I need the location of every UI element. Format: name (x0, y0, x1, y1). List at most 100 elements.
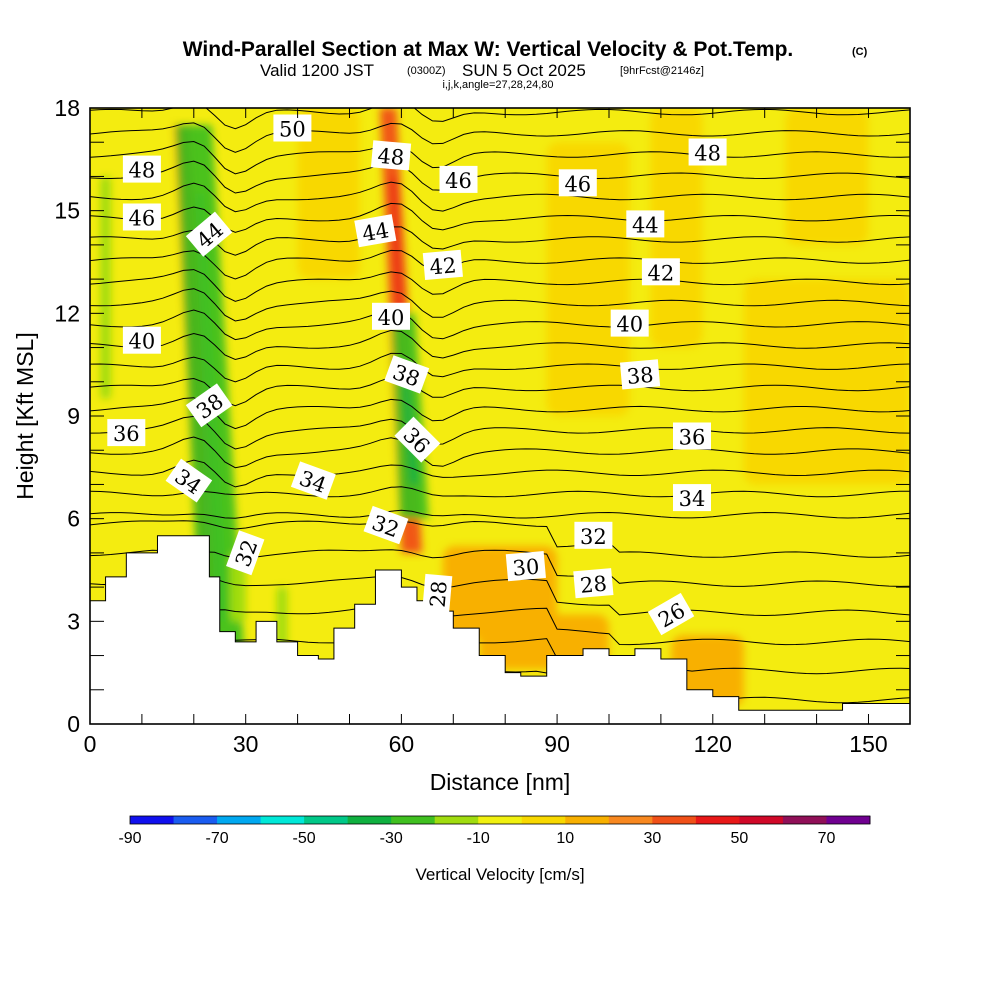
theta-contour-44 (90, 249, 910, 280)
contour-label-text: 48 (377, 144, 406, 170)
contour-label-text: 48 (129, 159, 156, 183)
contour-label-28: 28 (422, 573, 453, 615)
subtitle-forecast: [9hrFcst@2146z] (620, 65, 704, 77)
colorbar-swatch (739, 816, 784, 824)
contour-label-text: 46 (564, 172, 591, 196)
theta-contour-42 (90, 288, 910, 322)
theta-contour-49 (90, 140, 910, 175)
theta-contour-41 (90, 309, 910, 341)
theta-contour-35 (90, 436, 910, 469)
contour-label-42: 42 (641, 258, 680, 286)
subtitle-utc: (0300Z) (407, 65, 446, 77)
contour-label-box (372, 302, 410, 330)
contour-label-text: 42 (648, 261, 675, 285)
contour-label-48: 48 (370, 140, 412, 171)
contour-label-text: 46 (445, 169, 472, 193)
contour-label-48: 48 (688, 138, 727, 166)
colorbar-swatch (652, 816, 697, 824)
contour-label-36: 36 (673, 422, 711, 450)
colorbar-tick-label: -90 (118, 830, 141, 847)
colorbar-tick-label: 70 (818, 830, 836, 847)
y-tick-label: 6 (67, 506, 80, 532)
weak-updraft-patch (297, 108, 360, 280)
indices-label: i,j,k,angle=27,28,24,80 (442, 79, 553, 91)
contour-label-text: 40 (129, 330, 156, 354)
colorbar-swatch (565, 816, 610, 824)
contour-label-box (626, 210, 665, 238)
colorbar-swatch (434, 816, 479, 824)
subtitle-date: SUN 5 Oct 2025 (462, 61, 586, 80)
colorbar-tick-label: 50 (731, 830, 749, 847)
x-axis: 0 30 60 90 120 150 (84, 108, 888, 757)
contour-label-42: 42 (422, 249, 463, 281)
colorbar-swatch (782, 816, 827, 824)
contour-label-box (290, 461, 336, 500)
weak-updraft-patch (546, 142, 630, 416)
contour-label-box (558, 169, 597, 197)
theta-contour-39 (90, 352, 910, 383)
colorbar-swatch (826, 816, 871, 824)
contour-label-40: 40 (372, 302, 410, 330)
colorbar-tick-label: 30 (643, 830, 661, 847)
x-tick-label: 0 (84, 731, 97, 757)
contour-label-text: 28 (426, 580, 452, 609)
colorbar-swatch (347, 816, 392, 824)
contour-label-box (122, 326, 161, 354)
theta-contour-36 (90, 415, 910, 450)
contour-label-46: 46 (558, 169, 597, 197)
contour-label-34: 34 (673, 484, 711, 512)
colorbar-tick-label: -30 (380, 830, 403, 847)
contour-label-box (185, 211, 233, 257)
contour-label-box (122, 155, 161, 183)
x-tick-label: 60 (389, 731, 415, 757)
weak-updraft-patch (650, 108, 703, 348)
contour-label-36: 36 (107, 419, 146, 447)
subtitle-valid: Valid 1200 JST (260, 61, 374, 80)
contour-label-text: 30 (512, 554, 541, 580)
contour-label-box (688, 138, 727, 166)
contour-label-text: 42 (429, 253, 458, 279)
contour-label-box (422, 249, 463, 281)
x-tick-label: 120 (694, 731, 732, 757)
contour-label-box (505, 550, 546, 582)
contour-label-box (363, 505, 409, 545)
colorbar-swatch (608, 816, 653, 824)
contour-label-text: 34 (679, 487, 706, 511)
theta-contour-30 (90, 549, 910, 587)
colorbar-swatch (130, 816, 175, 824)
contour-label-box (610, 309, 649, 337)
theta-contour-31 (90, 520, 910, 558)
theta-contour-32 (90, 509, 910, 519)
theta-contour-47 (90, 181, 910, 213)
contour-label-text: 40 (616, 313, 643, 337)
colorbar-label: Vertical Velocity [cm/s] (415, 865, 584, 884)
theta-contours (90, 108, 910, 704)
contour-label-box (647, 592, 695, 636)
theta-contour-40 (90, 329, 910, 361)
colorbar-swatch (478, 816, 523, 824)
contour-label-box (673, 484, 711, 512)
colorbar-tick-label: -50 (293, 830, 316, 847)
contour-label-40: 40 (610, 309, 649, 337)
theta-contour-50 (90, 122, 910, 153)
weak-updraft-patch (671, 635, 744, 707)
colorbar-swatch (217, 816, 262, 824)
contour-label-50: 50 (273, 114, 312, 142)
contour-label-28: 28 (573, 568, 614, 599)
theta-contour-33 (90, 486, 910, 498)
contour-label-box (422, 573, 453, 615)
colorbar-swatch (260, 816, 305, 824)
y-tick-label: 12 (54, 300, 80, 326)
theta-contour-51 (90, 108, 910, 130)
contour-label-38: 38 (384, 355, 430, 394)
weak-updraft-patch (743, 279, 910, 485)
contour-label-box (573, 568, 614, 599)
contour-label-text: 44 (360, 218, 390, 246)
y-tick-label: 15 (54, 198, 80, 224)
contour-label-44: 44 (354, 214, 397, 248)
contour-label-40: 40 (122, 326, 161, 354)
colorbar-swatch (173, 816, 218, 824)
